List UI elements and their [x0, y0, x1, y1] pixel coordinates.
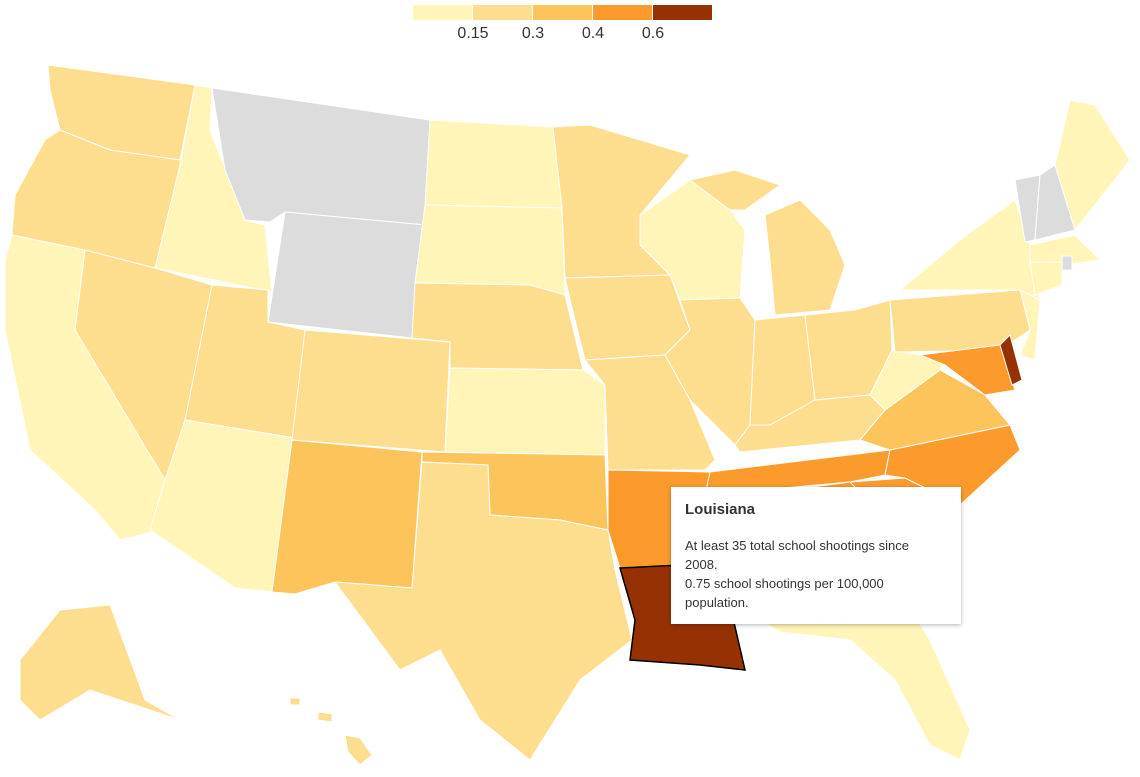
- tooltip-line: 0.75 school shootings per 100,000 popula…: [685, 576, 884, 610]
- state[interactable]: [211, 87, 431, 226]
- legend: 0.15 0.3 0.4 0.6: [413, 5, 712, 42]
- state[interactable]: [424, 119, 563, 209]
- legend-label: 0.6: [642, 25, 664, 42]
- state[interactable]: [317, 711, 333, 723]
- state[interactable]: [758, 599, 971, 761]
- state[interactable]: [889, 289, 1031, 353]
- state[interactable]: [999, 334, 1023, 386]
- state[interactable]: [267, 211, 426, 339]
- legend-label: 0.3: [522, 25, 544, 42]
- state[interactable]: [289, 697, 301, 706]
- tooltip-title: Louisiana: [685, 501, 756, 518]
- state[interactable]: [444, 367, 606, 456]
- legend-swatch: [653, 5, 712, 20]
- state[interactable]: [688, 169, 782, 211]
- tooltip-line: At least 35 total school shootings since…: [685, 538, 910, 572]
- legend-swatch: [473, 5, 532, 20]
- state[interactable]: [564, 274, 691, 361]
- state[interactable]: [1029, 234, 1102, 266]
- legend-swatch: [593, 5, 652, 20]
- state[interactable]: [414, 204, 566, 296]
- states: [4, 64, 1131, 766]
- state[interactable]: [1054, 99, 1131, 232]
- legend-label: 0.4: [582, 25, 604, 42]
- state[interactable]: [898, 199, 1041, 301]
- legend-swatch: [533, 5, 592, 20]
- tooltip: Louisiana At least 35 total school shoot…: [671, 487, 961, 624]
- legend-swatch: [413, 5, 472, 20]
- state[interactable]: [919, 344, 1016, 396]
- state[interactable]: [291, 329, 451, 453]
- state[interactable]: [344, 734, 373, 766]
- state[interactable]: [1029, 261, 1063, 296]
- state[interactable]: [333, 461, 633, 761]
- state[interactable]: [764, 199, 846, 316]
- state[interactable]: [154, 84, 273, 293]
- state[interactable]: [19, 604, 216, 741]
- legend-label: 0.15: [457, 25, 488, 42]
- state[interactable]: [271, 439, 423, 595]
- state[interactable]: [1061, 255, 1073, 271]
